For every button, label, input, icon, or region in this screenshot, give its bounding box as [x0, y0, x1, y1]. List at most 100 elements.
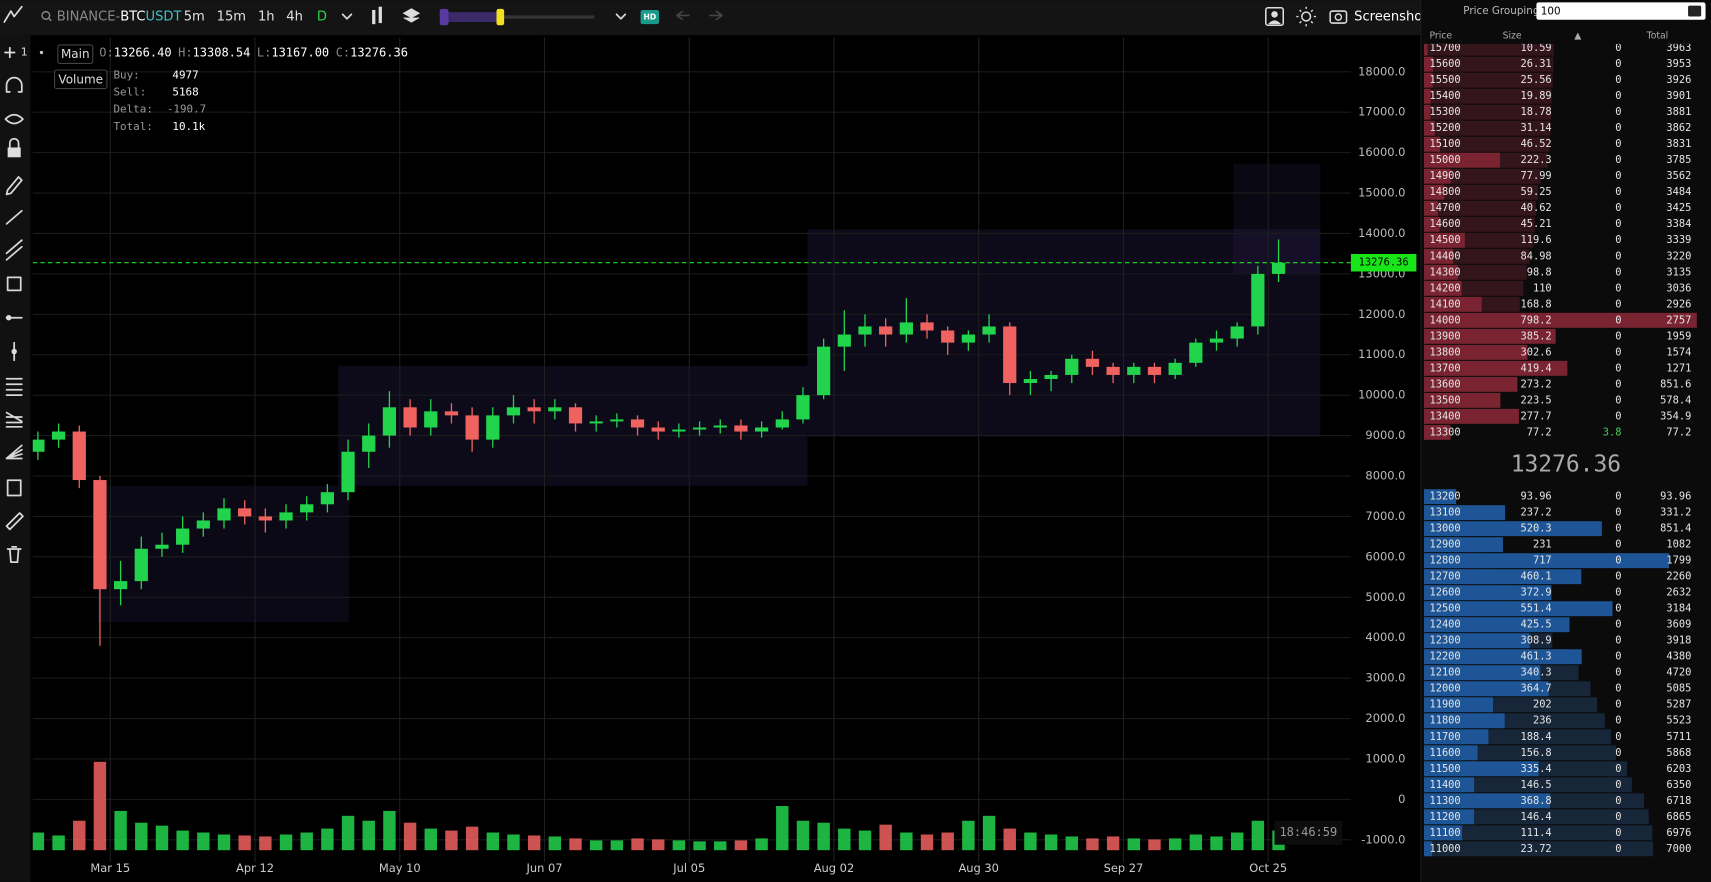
camera-icon [1329, 10, 1348, 24]
base: BTC [120, 9, 145, 24]
grouping-input[interactable] [1536, 2, 1706, 20]
theme-button[interactable] [1296, 6, 1316, 27]
rect-tool[interactable] [6, 276, 22, 292]
volume-bar [527, 835, 541, 851]
lock-tool[interactable] [8, 137, 20, 149]
candle-body [941, 330, 955, 343]
layer-button[interactable] [54, 69, 108, 90]
lock-tool[interactable] [7, 147, 21, 158]
hd-badge[interactable] [640, 9, 660, 25]
book-change: 0 [1615, 282, 1621, 294]
channel-tool[interactable] [5, 239, 23, 261]
book-price: 11700 [1429, 731, 1460, 743]
candle-body [176, 528, 190, 545]
magnet-tool[interactable] [5, 76, 23, 93]
vline-tool[interactable] [11, 348, 17, 355]
candle-body [1023, 378, 1038, 384]
note-tool[interactable] [6, 479, 22, 497]
size-bar [1424, 697, 1494, 713]
volume-bar [858, 830, 872, 851]
book-size: 146.5 [1520, 779, 1551, 791]
book-size: 461.3 [1520, 651, 1551, 663]
y-tick-label: 12000.0 [1358, 307, 1405, 321]
book-price: 11400 [1429, 779, 1460, 791]
total-bar [1424, 841, 1654, 857]
x-tick-label: Apr 12 [236, 861, 274, 875]
size-bar [1424, 681, 1549, 697]
volume-bar [1251, 820, 1265, 851]
symbol-search[interactable]: BINANCE-BTCUSDT [41, 9, 182, 24]
book-change: 0 [1615, 683, 1621, 695]
book-columns: Price Size ▲ Total [1429, 31, 1668, 42]
line-tool[interactable] [5, 209, 23, 225]
book-price: 13500 [1429, 394, 1460, 406]
interval-button[interactable]: 15m [217, 10, 246, 25]
crosshair-tool[interactable]: 1 [4, 46, 28, 59]
fib-tool[interactable] [5, 377, 23, 397]
dropdown[interactable] [615, 13, 627, 20]
book-total: 1799 [1666, 555, 1691, 567]
book-total: 1271 [1666, 362, 1691, 374]
size-bar [1424, 216, 1440, 232]
size-bar [1424, 553, 1670, 569]
volume-bar [279, 834, 293, 851]
volume-bar [920, 834, 934, 851]
brush-tool[interactable] [5, 176, 23, 196]
book-total: 3220 [1666, 250, 1691, 262]
volume-bar [465, 826, 479, 851]
volume-bar [1230, 832, 1244, 851]
volume-bar [424, 828, 437, 851]
book-column: Price [1429, 31, 1452, 42]
candle-body [506, 407, 521, 416]
interval-button[interactable]: 5m [184, 10, 205, 25]
book-size: 146.4 [1520, 811, 1551, 823]
ohlc-label: L: [257, 45, 271, 59]
fan-tool[interactable] [5, 444, 23, 460]
candle-body [1271, 262, 1286, 274]
book-total: 331.2 [1660, 507, 1691, 519]
layer-button[interactable] [57, 44, 94, 64]
stat-label: Buy: [113, 68, 139, 81]
crosshair-badge: 1 [21, 46, 28, 59]
x-tick-label: Sep 27 [1104, 861, 1144, 875]
ohlc: O:13266.40 H:13308.54 L:13167.00 C:13276.36 [99, 45, 408, 59]
book-change: 0 [1615, 218, 1621, 230]
icon [378, 6, 382, 24]
fib-ext-tool[interactable] [5, 411, 23, 428]
slider-left-handle[interactable] [439, 8, 449, 26]
undo[interactable] [676, 10, 690, 21]
y-tick-label: 0 [1398, 792, 1405, 806]
book-size: 419.4 [1520, 362, 1551, 374]
volume-bar [1086, 838, 1099, 851]
layers-icon[interactable] [402, 8, 421, 23]
interval-button[interactable]: D [317, 10, 327, 25]
slider-handle[interactable] [496, 8, 505, 26]
candle-type[interactable] [372, 6, 382, 25]
trash-tool[interactable] [6, 545, 22, 563]
candle-body [734, 425, 748, 432]
dropdown[interactable] [341, 13, 353, 20]
book-total: 6718 [1666, 795, 1691, 807]
interval-button[interactable]: 4h [286, 10, 303, 25]
total-bar [1424, 184, 1539, 200]
hline-tool[interactable] [6, 314, 12, 321]
book-total: 6976 [1666, 827, 1691, 839]
book-price: 11800 [1429, 715, 1460, 727]
book-size: 364.7 [1520, 683, 1551, 695]
size-bar [1424, 569, 1582, 585]
y-tick-label: 1000.0 [1365, 751, 1405, 765]
interval-button[interactable]: 1h [258, 10, 275, 25]
book-change: 0 [1615, 811, 1621, 823]
user-button[interactable] [1265, 7, 1285, 27]
volume-bar [714, 841, 727, 851]
eye-tool[interactable] [4, 113, 24, 125]
book-total: 2632 [1666, 587, 1691, 599]
book-total: 3562 [1666, 170, 1691, 182]
screenshot-button[interactable]: Screenshot [1329, 10, 1427, 25]
redo[interactable] [709, 10, 723, 21]
total-bar [1424, 88, 1552, 104]
ruler-tool[interactable] [5, 512, 24, 531]
volume-bar [238, 835, 251, 851]
spinner[interactable] [1688, 5, 1702, 17]
